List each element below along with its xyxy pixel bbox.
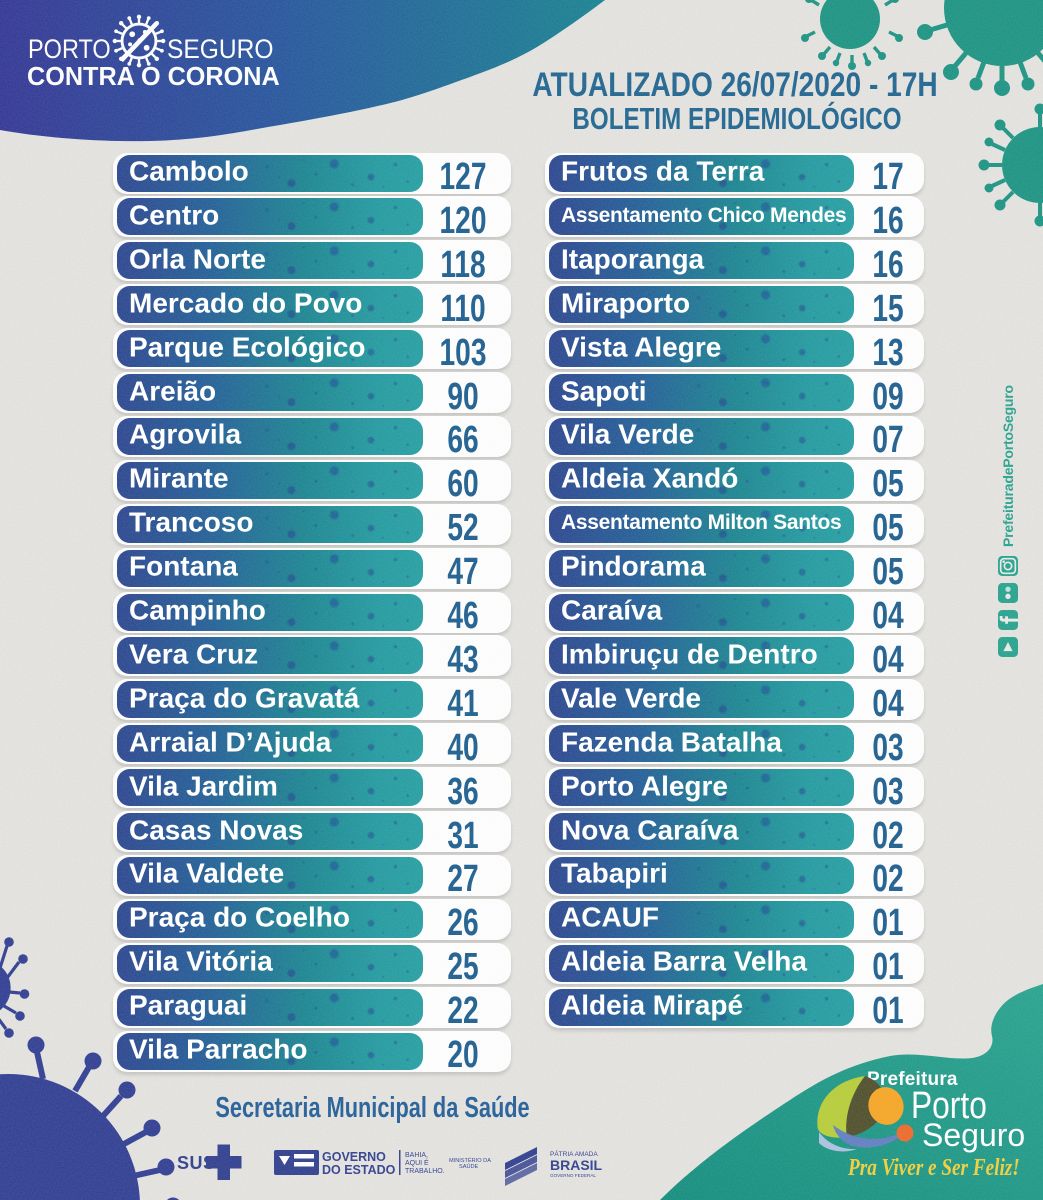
svg-text:MINISTÉRIO DA: MINISTÉRIO DA [449, 1157, 491, 1164]
svg-text:TRABALHO.: TRABALHO. [405, 1168, 445, 1175]
svg-text:AQUI É: AQUI É [405, 1158, 429, 1167]
svg-text:BRASIL: BRASIL [550, 1157, 603, 1173]
svg-text:GOVERNO FEDERAL: GOVERNO FEDERAL [550, 1173, 596, 1178]
svg-text:DO ESTADO: DO ESTADO [322, 1163, 396, 1177]
svg-text:BAHIA,: BAHIA, [405, 1152, 428, 1159]
svg-text:GOVERNO: GOVERNO [322, 1150, 386, 1164]
svg-text:SAÚDE: SAÚDE [459, 1163, 479, 1170]
